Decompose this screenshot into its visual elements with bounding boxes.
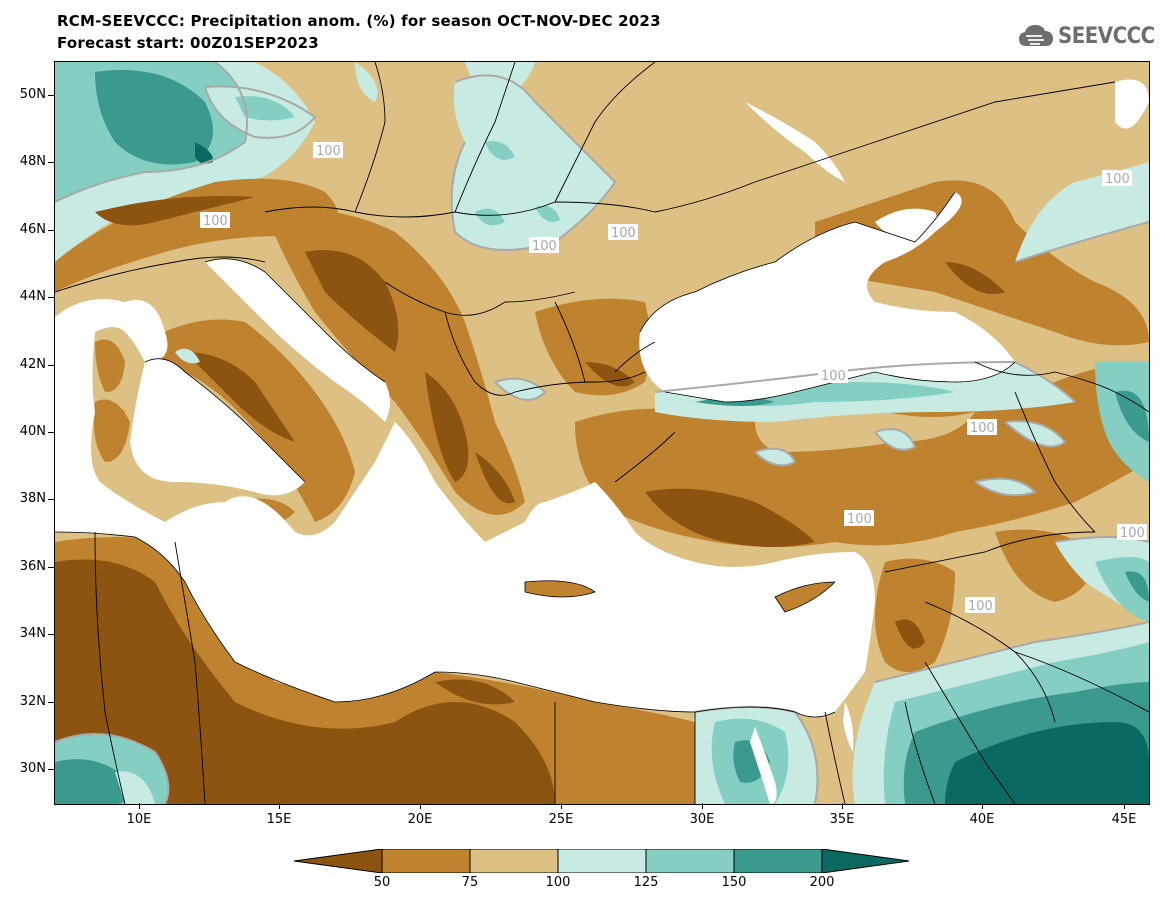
lon-label-10e: 10E	[126, 812, 152, 827]
lon-tick	[702, 803, 703, 809]
lon-label-15e: 15E	[266, 812, 292, 827]
lat-tick	[48, 702, 54, 703]
colorbar-segment-150-200	[733, 849, 823, 873]
lon-tick	[139, 803, 140, 809]
contour-label: 100	[316, 144, 341, 159]
colorbar-segment-below-50	[294, 849, 383, 873]
contour-label: 100	[1120, 526, 1145, 541]
contour-label: 100	[611, 226, 636, 241]
precipitation-anomaly-map: 100 100 100 100 100 100 100 100 100 100 …	[54, 61, 1150, 805]
lon-label-20e: 20E	[407, 812, 433, 827]
seevccc-logo: SEEVCCC	[1018, 22, 1155, 50]
contour-label: 100	[821, 369, 846, 384]
lon-tick	[561, 803, 562, 809]
colorbar-label-125: 125	[633, 875, 659, 890]
lat-label-34n: 34N	[19, 626, 46, 641]
lat-label-50n: 50N	[19, 87, 46, 102]
contour-label: 100	[203, 214, 228, 229]
colorbar	[294, 849, 910, 873]
contour-label: 100	[968, 599, 993, 614]
contour-label: 100	[970, 421, 995, 436]
lat-tick	[48, 769, 54, 770]
cloud-icon	[1019, 25, 1053, 46]
lon-tick	[982, 803, 983, 809]
lon-label-35e: 35E	[829, 812, 855, 827]
contour-label: 100	[532, 239, 557, 254]
forecast-start-subtitle: Forecast start: 00Z01SEP2023	[57, 34, 319, 52]
colorbar-label-200: 200	[809, 875, 835, 890]
lat-tick	[48, 365, 54, 366]
lat-label-30n: 30N	[19, 761, 46, 776]
colorbar-label-150: 150	[721, 875, 747, 890]
contour-label: 100	[1105, 172, 1130, 187]
lon-tick	[279, 803, 280, 809]
colorbar-segment-50-75	[381, 849, 471, 873]
lon-label-45e: 45E	[1111, 812, 1137, 827]
lat-label-36n: 36N	[19, 559, 46, 574]
lat-label-44n: 44N	[19, 289, 46, 304]
lat-tick	[48, 567, 54, 568]
colorbar-segment-75-100	[469, 849, 559, 873]
lat-label-48n: 48N	[19, 154, 46, 169]
lat-tick	[48, 432, 54, 433]
colorbar-segment-100-125	[557, 849, 647, 873]
lat-label-42n: 42N	[19, 357, 46, 372]
lat-label-32n: 32N	[19, 694, 46, 709]
colorbar-segment-125-150	[645, 849, 735, 873]
chart-title: RCM-SEEVCCC: Precipitation anom. (%) for…	[57, 12, 661, 30]
lat-label-38n: 38N	[19, 491, 46, 506]
lat-tick	[48, 230, 54, 231]
lon-tick	[842, 803, 843, 809]
lat-tick	[48, 297, 54, 298]
lon-tick	[1124, 803, 1125, 809]
colorbar-label-50: 50	[373, 875, 391, 890]
lon-label-40e: 40E	[969, 812, 995, 827]
logo-text: SEEVCCC	[1058, 23, 1155, 49]
colorbar-segment-above-200	[821, 849, 910, 873]
colorbar-label-100: 100	[545, 875, 571, 890]
lat-tick	[48, 499, 54, 500]
lon-label-25e: 25E	[548, 812, 574, 827]
lat-label-46n: 46N	[19, 222, 46, 237]
lat-tick	[48, 95, 54, 96]
lat-label-40n: 40N	[19, 424, 46, 439]
lat-tick	[48, 634, 54, 635]
lat-tick	[48, 162, 54, 163]
contour-label: 100	[847, 512, 872, 527]
map-canvas: 100 100 100 100 100 100 100 100 100 100 …	[55, 62, 1149, 804]
lon-label-30e: 30E	[689, 812, 715, 827]
lon-tick	[420, 803, 421, 809]
colorbar-label-75: 75	[461, 875, 479, 890]
